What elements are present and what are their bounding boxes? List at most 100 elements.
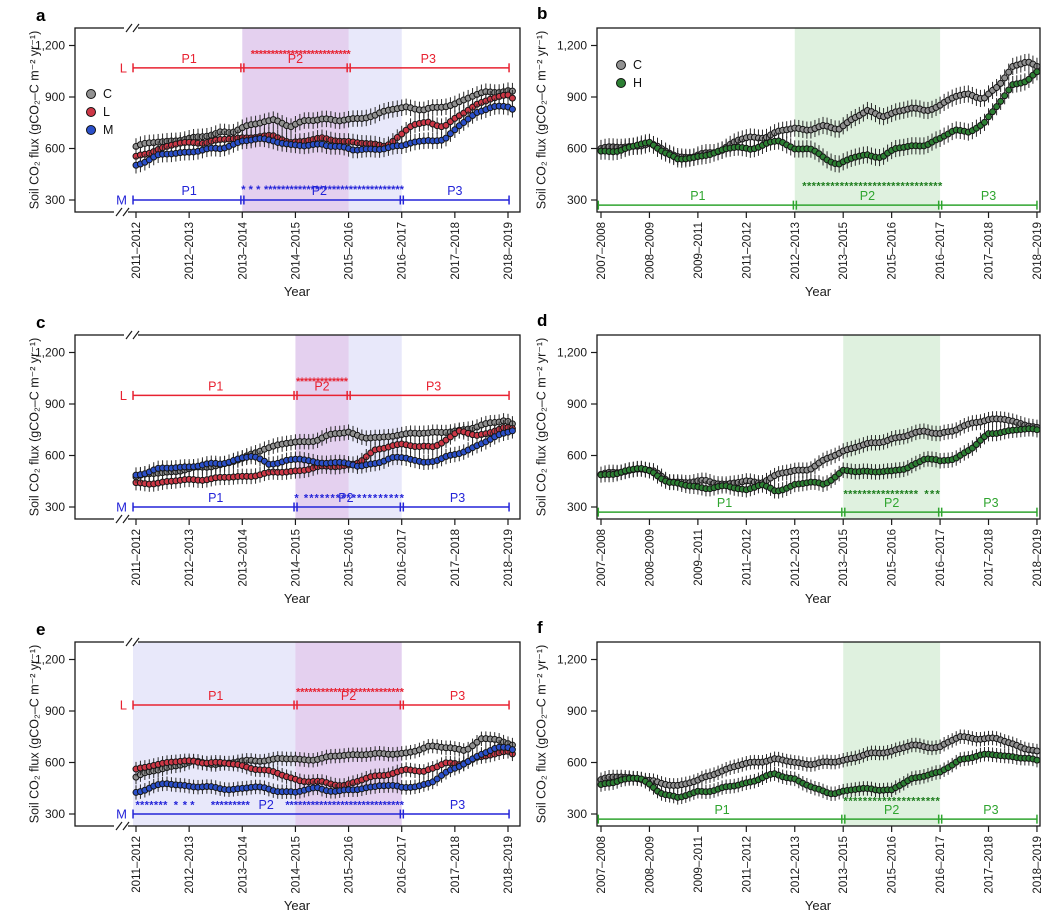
svg-text:M: M <box>116 193 127 208</box>
svg-text:*: * <box>877 795 882 807</box>
svg-text:*: * <box>844 181 849 193</box>
svg-text:*: * <box>268 184 273 196</box>
svg-text:*: * <box>277 184 282 196</box>
svg-text:300: 300 <box>45 500 65 514</box>
svg-text:*: * <box>256 184 261 196</box>
legend-dot-c <box>86 89 96 99</box>
svg-text:2018–2019: 2018–2019 <box>1032 222 1044 280</box>
svg-text:*: * <box>304 686 309 698</box>
svg-text:*: * <box>255 48 260 60</box>
svg-text:*: * <box>320 376 325 388</box>
svg-text:P2: P2 <box>884 496 899 510</box>
svg-text:*: * <box>311 800 316 812</box>
svg-text:*: * <box>892 795 897 807</box>
svg-text:2016–2017: 2016–2017 <box>397 836 409 894</box>
svg-text:*: * <box>375 686 380 698</box>
axes: 300 600 900 1,200 2011–2012 2012–2013 2013–201… <box>35 637 521 894</box>
svg-text:P3: P3 <box>981 189 996 203</box>
legend-dot-c <box>616 60 626 70</box>
svg-text:P3: P3 <box>983 803 998 817</box>
svg-text:*: * <box>352 493 357 505</box>
svg-text:*: * <box>353 800 358 812</box>
svg-text:2018–2019: 2018–2019 <box>1032 836 1044 894</box>
svg-text:*: * <box>311 48 316 60</box>
svg-text:*: * <box>237 800 242 812</box>
svg-text:*: * <box>271 48 276 60</box>
series-H <box>597 746 1041 805</box>
svg-text:*: * <box>332 184 337 196</box>
svg-text:*: * <box>345 800 350 812</box>
svg-text:L: L <box>120 388 127 403</box>
svg-text:*: * <box>291 48 296 60</box>
svg-text:2015–2016: 2015–2016 <box>887 836 899 894</box>
svg-text:P2: P2 <box>341 689 356 703</box>
svg-text:P2: P2 <box>338 491 353 505</box>
svg-text:*: * <box>320 493 325 505</box>
svg-text:*: * <box>374 184 379 196</box>
svg-text:*: * <box>853 795 858 807</box>
significance-stars: * * * * * * * * * * * * * <box>296 376 349 388</box>
svg-text:*: * <box>900 488 905 500</box>
svg-text:*: * <box>826 181 831 193</box>
svg-text:P3: P3 <box>421 52 436 66</box>
svg-text:P2: P2 <box>884 803 899 817</box>
svg-text:2016–2017: 2016–2017 <box>935 222 947 280</box>
series-M <box>132 97 516 174</box>
svg-text:1,200: 1,200 <box>35 38 65 52</box>
svg-text:2017–2018: 2017–2018 <box>984 529 996 587</box>
svg-text:2016–2017: 2016–2017 <box>935 836 947 894</box>
svg-text:2009–2011: 2009–2011 <box>693 529 705 586</box>
svg-text:*: * <box>346 493 351 505</box>
x-axis-label-d: Year <box>804 591 832 606</box>
svg-text:*: * <box>916 795 921 807</box>
svg-text:*: * <box>190 800 195 812</box>
svg-text:*: * <box>358 686 363 698</box>
svg-text:*: * <box>863 795 868 807</box>
svg-text:2015–2016: 2015–2016 <box>344 222 356 280</box>
panel-a: a Soil CO₂ flux (gCO₂–C m⁻² yr⁻¹) 300 600… <box>0 0 527 307</box>
svg-text:*: * <box>279 48 284 60</box>
svg-text:2015–2016: 2015–2016 <box>344 529 356 587</box>
svg-text:2018–2019: 2018–2019 <box>503 529 515 587</box>
svg-text:*: * <box>345 184 350 196</box>
svg-text:2017–2018: 2017–2018 <box>450 836 462 894</box>
svg-text:*: * <box>395 184 400 196</box>
svg-text:*: * <box>281 184 286 196</box>
svg-text:P2: P2 <box>860 189 875 203</box>
svg-text:*: * <box>294 493 299 505</box>
svg-text:2011–2012: 2011–2012 <box>741 529 753 586</box>
svg-text:*: * <box>938 181 943 193</box>
svg-text:2012–2013: 2012–2013 <box>184 529 196 587</box>
svg-text:*: * <box>387 184 392 196</box>
svg-text:*: * <box>249 184 254 196</box>
svg-text:*: * <box>373 493 378 505</box>
svg-text:P1: P1 <box>208 689 223 703</box>
svg-text:*: * <box>215 800 220 812</box>
svg-text:900: 900 <box>45 90 65 104</box>
svg-text:*: * <box>835 181 840 193</box>
svg-text:*: * <box>906 795 911 807</box>
svg-text:*: * <box>924 488 929 500</box>
svg-text:2017–2018: 2017–2018 <box>984 836 996 894</box>
svg-text:2014–2015: 2014–2015 <box>290 529 302 587</box>
svg-text:*: * <box>336 184 341 196</box>
svg-text:*: * <box>174 800 179 812</box>
svg-text:*: * <box>346 686 351 698</box>
panel-b-chart: 300 600 900 1,200 2007–2008 2008–2009 2009–201… <box>557 27 1044 280</box>
panel-b: b Soil CO₂ flux (gCO₂–C m⁻² yr⁻¹) 300 600… <box>528 0 1055 307</box>
svg-text:*: * <box>802 181 807 193</box>
svg-text:2011–2012: 2011–2012 <box>741 836 753 893</box>
svg-text:*: * <box>862 488 867 500</box>
series-M <box>132 423 516 483</box>
svg-text:*: * <box>840 181 845 193</box>
svg-text:*: * <box>909 488 914 500</box>
x-axis-label-a: Year <box>283 284 311 299</box>
svg-text:*: * <box>812 181 817 193</box>
svg-text:*: * <box>294 184 299 196</box>
svg-text:*: * <box>848 795 853 807</box>
svg-text:*: * <box>915 181 920 193</box>
panel-c-chart: 300 600 900 1,200 2011–2012 2012–2013 2013–201… <box>35 330 521 587</box>
legend-label-c: C <box>633 58 643 72</box>
svg-text:*: * <box>308 376 313 388</box>
svg-text:*: * <box>306 800 311 812</box>
